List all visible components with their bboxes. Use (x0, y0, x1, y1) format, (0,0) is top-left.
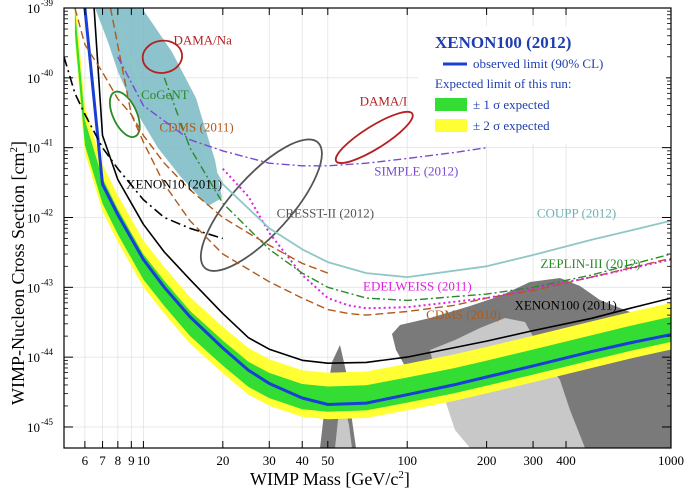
curve-labels: DAMA/Na CoGeNT CDMS (2011) DAMA/I SIMPLE (20… (126, 33, 640, 323)
y-tick-label: 10 (27, 141, 40, 156)
legend: XENON100 (2012) observed limit (90% CL) … (418, 26, 666, 144)
label-simple-2012: SIMPLE (2012) (374, 163, 458, 178)
curve-xenon100-2011 (93, 8, 671, 365)
x-tick-label: 30 (263, 453, 276, 468)
x-tick-label: 7 (99, 453, 106, 468)
y-tick-exponent: -41 (41, 138, 53, 148)
curve-cdms-2011 (74, 8, 329, 274)
label-xenon100-2011: XENON100 (2011) (514, 298, 616, 313)
x-tick-label: 300 (523, 453, 543, 468)
y-axis-title: WIMP-Nucleon Cross Section [cm2] (8, 141, 28, 405)
label-cogent: CoGeNT (141, 87, 189, 102)
x-tick-label: 100 (397, 453, 417, 468)
x-tick-label: 20 (216, 453, 229, 468)
y-tick-label: 10 (27, 210, 40, 225)
x-tick-label: 200 (477, 453, 497, 468)
y-tick-label: 10 (27, 280, 40, 295)
y-tick-exponent: -42 (41, 207, 53, 217)
y-tick-exponent: -39 (41, 0, 53, 8)
y-tick-exponent: -45 (41, 417, 53, 427)
legend-expected-title: Expected limit of this run: (435, 76, 571, 91)
label-cdms-2011: CDMS (2011) (159, 120, 233, 135)
curve-zeplin-iii-2012 (163, 77, 671, 302)
curve-cdms-2010 (109, 8, 671, 316)
x-tick-label: 50 (321, 453, 334, 468)
x-tick-label: 6 (82, 453, 89, 468)
y-tick-exponent: -44 (41, 347, 53, 357)
contours (108, 39, 414, 272)
x-tick-label: 10 (137, 453, 150, 468)
cogent-teal-region (95, 8, 222, 206)
y-tick-label: 10 (27, 350, 40, 365)
region-cresst-ii-2012 (199, 138, 323, 272)
axes: 6 7 8 9 10 20 30 40 50 100 200 300 400 100010-3910-40… (27, 0, 684, 468)
label-cresst-ii-2012: CRESST-II (2012) (277, 205, 374, 220)
y-tick-label: 10 (27, 71, 40, 86)
region-dama-i (334, 110, 414, 164)
label-cdms-2010: CDMS (2010) (426, 307, 501, 322)
label-dama-na: DAMA/Na (173, 33, 232, 48)
legend-observed-label: observed limit (90% CL) (473, 56, 603, 71)
x-axis-title: WIMP Mass [GeV/c2] (250, 469, 410, 489)
label-edelweiss-2011: EDELWEISS (2011) (363, 279, 472, 294)
legend-title: XENON100 (2012) (435, 33, 571, 52)
label-xenon10-2011: XENON10 (2011) (126, 177, 222, 192)
label-zeplin-iii-2012: ZEPLIN-III (2012) (540, 256, 640, 271)
y-tick-label: 10 (27, 1, 40, 16)
region-cogent (108, 90, 141, 138)
curve-simple-2012 (117, 56, 487, 167)
y-tick-exponent: -43 (41, 277, 53, 287)
label-coupp-2012: COUPP (2012) (537, 205, 616, 220)
limit-curves (64, 8, 671, 406)
label-dama-i: DAMA/I (360, 94, 408, 109)
legend-band2-label: ± 2 σ expected (473, 118, 550, 133)
x-tick-label: 400 (556, 453, 576, 468)
y-tick-exponent: -40 (41, 68, 53, 78)
y-tick-label: 10 (27, 420, 40, 435)
x-tick-label: 9 (128, 453, 135, 468)
curve-xenon100-2012-observed (83, 8, 671, 406)
curve-coupp-2012 (116, 23, 671, 279)
gray-region-right-edge (640, 330, 671, 448)
x-tick-label: 40 (296, 453, 309, 468)
legend-band1-label: ± 1 σ expected (473, 97, 550, 112)
curve-edelweiss-2011 (222, 168, 671, 310)
curve-xenon10-2011 (64, 56, 224, 240)
legend-band1-swatch (435, 98, 467, 111)
gray-region-low-light (335, 398, 352, 448)
legend-band2-swatch (435, 119, 467, 132)
region-dama-na (141, 39, 183, 74)
x-tick-label: 1000 (658, 453, 684, 468)
x-tick-label: 8 (115, 453, 122, 468)
